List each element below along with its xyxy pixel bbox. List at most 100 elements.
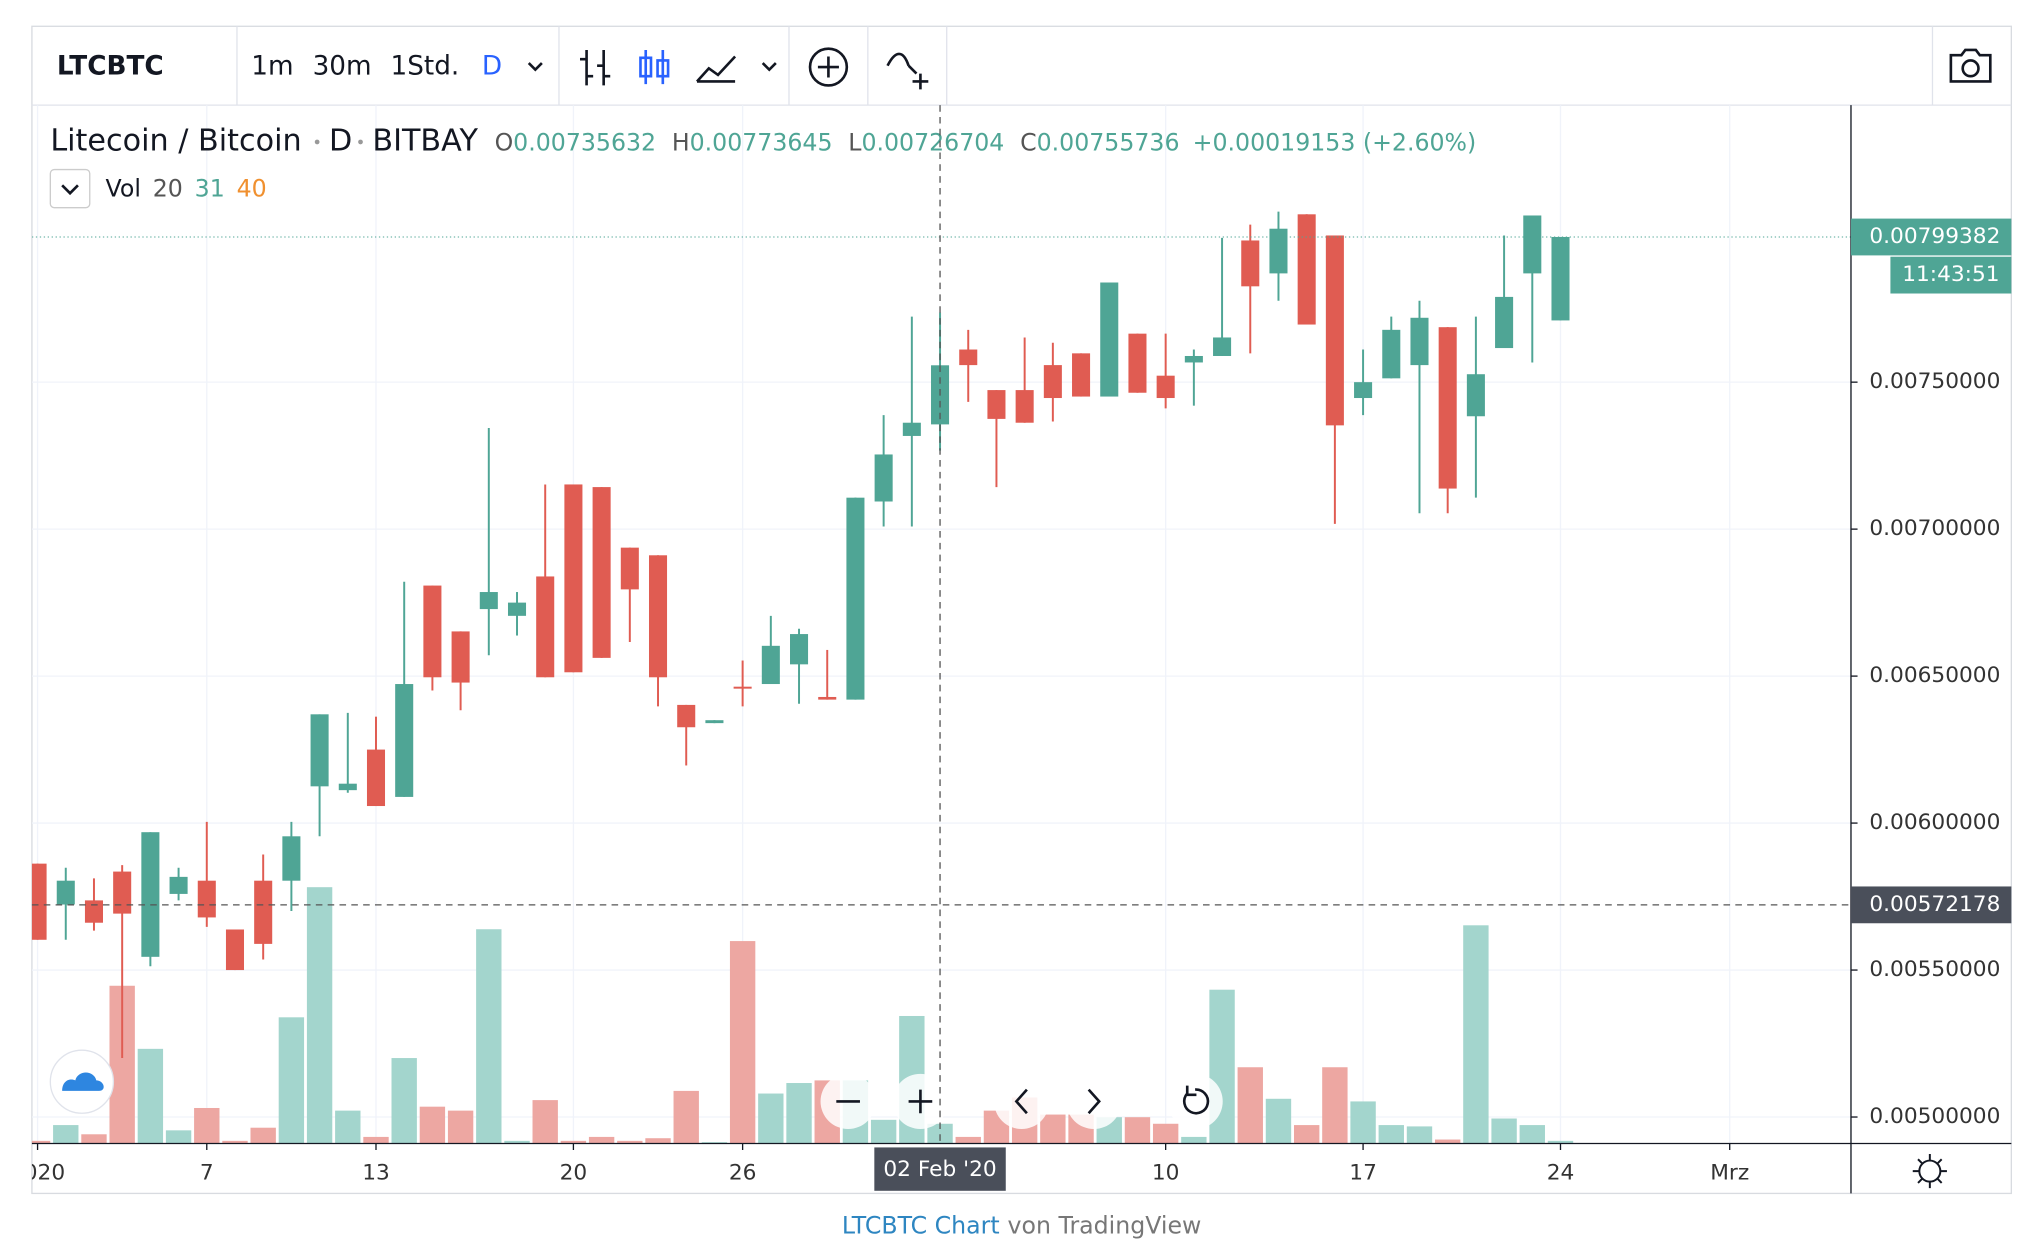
volume-bar bbox=[1293, 1125, 1320, 1144]
volume-bar bbox=[222, 1140, 248, 1144]
camera-lens bbox=[1961, 59, 1980, 78]
candle-body bbox=[282, 836, 301, 881]
interval[interactable]: 1Std. bbox=[391, 52, 460, 82]
ohlc-legend: O0.00735632 H0.00773645 L0.00726704 C0.0075… bbox=[495, 128, 1477, 156]
candle-body bbox=[366, 749, 386, 807]
logo bbox=[62, 1072, 104, 1091]
candle-body bbox=[254, 880, 273, 944]
camera-icon[interactable] bbox=[1949, 48, 1992, 83]
dot bbox=[358, 139, 363, 145]
crosshair-date-box bbox=[874, 1147, 1006, 1191]
volume-bar bbox=[1547, 1140, 1574, 1144]
footer-link[interactable]: LTCBTC Chart bbox=[842, 1211, 1000, 1239]
ohlc-value: 0.00726704 bbox=[861, 128, 1004, 156]
candle-body bbox=[1072, 353, 1091, 397]
volume-bar bbox=[1322, 1067, 1348, 1144]
crosshair-date-label: 02 Feb '20 bbox=[883, 1157, 996, 1182]
candle-body bbox=[818, 696, 837, 700]
volume-bar bbox=[53, 1125, 79, 1144]
chevron-left bbox=[1014, 1088, 1028, 1115]
interval-active[interactable]: D bbox=[482, 52, 502, 82]
scroll-right[interactable] bbox=[1066, 1073, 1122, 1130]
volume-ma: 20 bbox=[153, 174, 183, 202]
volume-bar bbox=[1124, 1117, 1151, 1144]
volume-bar bbox=[1040, 1114, 1066, 1144]
reset[interactable] bbox=[1167, 1073, 1223, 1130]
header: Litecoin / Bitcoin D BITBAY O0.00735632 H… bbox=[49, 123, 1477, 209]
scroll-left[interactable] bbox=[994, 1073, 1050, 1130]
ohlc-key: L bbox=[848, 128, 862, 156]
volume-bar bbox=[758, 1093, 784, 1144]
dropdown[interactable] bbox=[527, 62, 543, 72]
volume-bar bbox=[363, 1136, 389, 1144]
candle-body bbox=[1213, 337, 1232, 356]
candle-body bbox=[141, 832, 160, 957]
collapse-button[interactable] bbox=[49, 168, 91, 209]
interval[interactable]: 30m bbox=[313, 52, 372, 82]
candle-body bbox=[902, 422, 921, 436]
crosshair-price-box bbox=[1850, 886, 2012, 924]
volume-bar bbox=[927, 1123, 953, 1144]
candle-body bbox=[705, 720, 724, 724]
candle-body bbox=[1495, 296, 1514, 349]
volume-bar bbox=[476, 929, 502, 1144]
indicator-icon[interactable] bbox=[808, 47, 849, 87]
plot-area: 2020 7 13 20 26 10 17 24 Mrz bbox=[10, 105, 1851, 1186]
countdown-box bbox=[1890, 256, 2012, 294]
volume-bar bbox=[870, 1119, 897, 1144]
candle-body bbox=[1325, 235, 1344, 426]
volume-bar bbox=[1237, 1067, 1263, 1144]
candle-body bbox=[1184, 355, 1203, 363]
interval[interactable]: 1m bbox=[251, 52, 293, 82]
candle-body bbox=[648, 555, 668, 678]
chevron-right bbox=[1087, 1088, 1101, 1115]
symbol[interactable]: LTCBTC bbox=[57, 52, 164, 82]
candle-body bbox=[536, 576, 555, 678]
compare-icon[interactable] bbox=[886, 52, 929, 90]
area-icon[interactable] bbox=[696, 55, 737, 83]
candle-body bbox=[310, 714, 329, 787]
footer: LTCBTC Chart von TradingView bbox=[842, 1211, 1201, 1239]
candle-body bbox=[987, 390, 1006, 419]
ohlc-key: H bbox=[672, 128, 690, 156]
candle-body bbox=[507, 602, 527, 616]
volume-bar bbox=[1350, 1101, 1376, 1144]
candle-body bbox=[169, 876, 188, 894]
x-tick-label: 2020 bbox=[10, 1161, 65, 1186]
ohlc-change: +0.00019153 (+2.60%) bbox=[1193, 128, 1477, 156]
last-price-label: 0.00799382 bbox=[1869, 224, 2000, 249]
candle-body bbox=[1043, 365, 1062, 399]
candle-body bbox=[1241, 240, 1260, 287]
ohlc-key: C bbox=[1020, 128, 1037, 156]
countdown-label: 11:43:51 bbox=[1902, 262, 1999, 287]
volume-bar bbox=[1519, 1125, 1545, 1144]
y-tick-label: 0.00700000 bbox=[1869, 516, 2000, 541]
candle-body bbox=[1297, 214, 1316, 325]
volume-bar bbox=[278, 1017, 305, 1144]
chart-title: Litecoin / Bitcoin bbox=[50, 123, 301, 158]
candle-body bbox=[113, 871, 132, 914]
candle-body bbox=[451, 631, 470, 683]
nav-controls bbox=[49, 1049, 1947, 1189]
candle-body bbox=[197, 880, 216, 918]
bars-icon[interactable] bbox=[580, 49, 611, 86]
volume-bar bbox=[955, 1136, 981, 1144]
volume-bar bbox=[1265, 1098, 1292, 1144]
volume-bar bbox=[1406, 1126, 1433, 1144]
candle-body bbox=[395, 684, 414, 797]
volume-bar bbox=[1181, 1136, 1207, 1144]
candle-body bbox=[846, 497, 865, 700]
reset-icon bbox=[1182, 1085, 1210, 1115]
candle-body bbox=[1466, 374, 1485, 417]
dropdown[interactable] bbox=[761, 62, 777, 72]
candle-body bbox=[1354, 382, 1373, 399]
volume-bar bbox=[504, 1140, 530, 1144]
volume-bar bbox=[306, 887, 333, 1144]
candle-body bbox=[1438, 327, 1457, 489]
footer-text: von TradingView bbox=[1008, 1211, 1202, 1239]
candles-icon[interactable] bbox=[639, 49, 670, 85]
volume-bar bbox=[1378, 1125, 1404, 1144]
candle-body bbox=[1382, 329, 1401, 379]
candle-body bbox=[1410, 317, 1429, 366]
